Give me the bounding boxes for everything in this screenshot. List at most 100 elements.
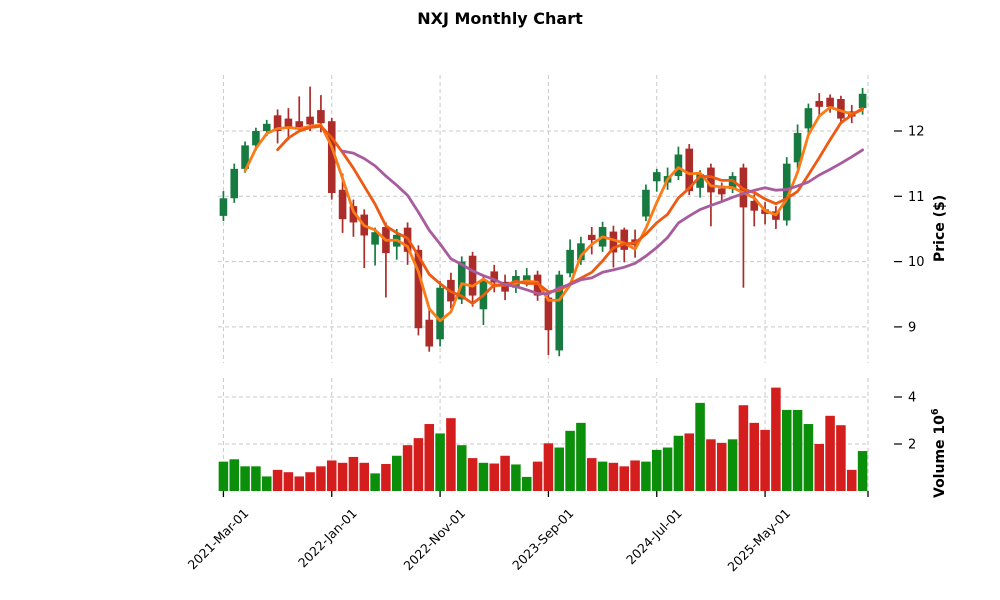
volume-bar bbox=[467, 458, 478, 491]
volume-bar bbox=[597, 461, 608, 491]
candle-body bbox=[815, 100, 824, 107]
candle-body bbox=[642, 189, 650, 217]
volume-bar bbox=[456, 445, 467, 491]
sma-slow-line bbox=[341, 148, 864, 296]
candle-body bbox=[414, 249, 423, 329]
candle-body bbox=[685, 148, 694, 192]
volume-bar bbox=[716, 442, 727, 491]
volume-bar bbox=[565, 430, 575, 491]
candle-body bbox=[457, 261, 466, 300]
volume-bar bbox=[803, 424, 814, 491]
candle-body bbox=[544, 297, 553, 331]
volume-bar bbox=[532, 461, 543, 491]
candle-body bbox=[327, 121, 336, 194]
x-tick-label: 2022-Jan-01 bbox=[295, 506, 360, 571]
volume-bar bbox=[424, 424, 435, 491]
candle-body bbox=[577, 243, 585, 261]
candle-body bbox=[295, 121, 304, 128]
volume-bar bbox=[619, 466, 630, 491]
volume-bar bbox=[727, 439, 738, 491]
volume-bar bbox=[381, 463, 391, 491]
volume-bar bbox=[435, 433, 445, 491]
volume-tick-label: 2 bbox=[908, 438, 916, 453]
volume-bar bbox=[521, 476, 532, 491]
x-tick-label: 2023-Sep-01 bbox=[509, 506, 576, 573]
candle-body bbox=[349, 206, 358, 223]
candle-body bbox=[696, 174, 704, 188]
volume-bar bbox=[586, 458, 597, 491]
volume-bar bbox=[641, 461, 651, 491]
volume-bar bbox=[229, 459, 240, 491]
candle-body bbox=[262, 123, 271, 131]
volume-bar bbox=[543, 443, 554, 491]
volume-bar bbox=[218, 461, 229, 491]
volume-bar bbox=[413, 438, 424, 491]
candle-body bbox=[674, 154, 683, 177]
volume-bar bbox=[771, 387, 781, 491]
volume-bar bbox=[846, 469, 857, 491]
candle-body bbox=[609, 231, 618, 253]
volume-bar bbox=[749, 422, 760, 491]
candle-body bbox=[620, 229, 629, 250]
volume-bar bbox=[814, 444, 825, 491]
volume-bar bbox=[489, 463, 500, 491]
volume-axis-label: Volume 106 bbox=[930, 408, 948, 498]
candle-body bbox=[587, 234, 596, 241]
candle-body bbox=[425, 319, 434, 347]
candle-body bbox=[826, 97, 834, 107]
candle-body bbox=[252, 131, 260, 146]
volume-bar bbox=[446, 418, 456, 491]
candle-body bbox=[707, 167, 715, 193]
candle-body bbox=[241, 145, 249, 169]
volume-bar bbox=[500, 455, 510, 491]
price-tick-label: 9 bbox=[908, 320, 916, 335]
price-tick-label: 12 bbox=[908, 125, 925, 140]
x-tick-label: 2025-May-01 bbox=[724, 506, 793, 575]
candle-body bbox=[858, 93, 867, 109]
x-tick-label: 2022-Nov-01 bbox=[400, 506, 468, 574]
candle-body bbox=[717, 188, 726, 195]
candle-body bbox=[306, 116, 314, 125]
candle-body bbox=[219, 198, 228, 216]
candle-body bbox=[555, 274, 564, 351]
volume-bar bbox=[402, 445, 413, 491]
sma-fast-line bbox=[243, 105, 864, 323]
candle-body bbox=[490, 271, 499, 283]
candle-body bbox=[522, 275, 531, 282]
volume-bar bbox=[706, 439, 716, 491]
page-title: NXJ Monthly Chart bbox=[417, 9, 583, 28]
candle-body bbox=[371, 232, 379, 245]
candle-body bbox=[782, 163, 791, 221]
volume-bar bbox=[673, 435, 684, 491]
candle-body bbox=[837, 99, 845, 119]
candle-body bbox=[793, 132, 802, 163]
volume-bar bbox=[857, 451, 868, 491]
volume-bar bbox=[337, 462, 348, 491]
candle-body bbox=[468, 255, 477, 296]
candle-body bbox=[284, 118, 293, 128]
volume-bar bbox=[608, 462, 619, 491]
volume-bar bbox=[348, 456, 359, 491]
volume-bar bbox=[781, 409, 792, 491]
volume-bar bbox=[305, 472, 315, 491]
volume-bar bbox=[554, 447, 565, 491]
candle-body bbox=[436, 287, 444, 340]
candle-body bbox=[338, 189, 347, 220]
volume-bar bbox=[272, 469, 283, 491]
volume-tick-label: 4 bbox=[908, 391, 916, 406]
volume-bar bbox=[576, 422, 586, 491]
candle-body bbox=[566, 249, 574, 274]
candle-body bbox=[750, 200, 759, 211]
volume-bar bbox=[662, 447, 673, 491]
volume-bar bbox=[760, 429, 770, 491]
volume-bar bbox=[836, 425, 846, 491]
volume-bar bbox=[251, 466, 261, 491]
volume-bar bbox=[684, 433, 695, 491]
candle-body bbox=[230, 168, 239, 199]
volume-bar bbox=[261, 476, 272, 491]
volume-bar bbox=[478, 462, 489, 491]
candle-body bbox=[652, 172, 661, 182]
candle-body bbox=[804, 108, 813, 129]
volume-bar bbox=[294, 476, 305, 491]
volume-bar bbox=[283, 472, 294, 491]
